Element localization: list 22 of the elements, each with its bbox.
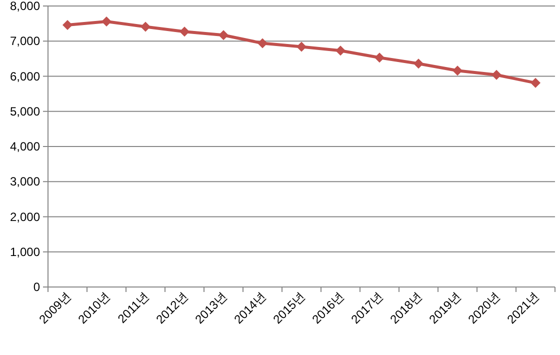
point [180,26,190,37]
y-tick-label: 8,000 [10,0,40,13]
point [218,30,228,40]
point [530,78,540,88]
y-tick-label: 0 [33,280,40,294]
y-tick-label: 2,000 [10,210,40,224]
y-tick-label: 5,000 [10,104,40,118]
point [414,58,424,69]
y-tick-label: 6,000 [10,69,40,84]
y-tick-label: 1,000 [10,244,40,259]
point [62,20,72,30]
point [102,16,112,26]
point [140,22,150,32]
point [452,66,462,76]
point [336,46,346,56]
point [492,70,502,80]
point [296,42,306,52]
y-tick-label: 3,000 [10,174,40,189]
y-tick-label: 7,000 [10,34,40,48]
y-tick-label: 4,000 [10,140,40,154]
point [374,52,384,63]
point [258,38,268,48]
